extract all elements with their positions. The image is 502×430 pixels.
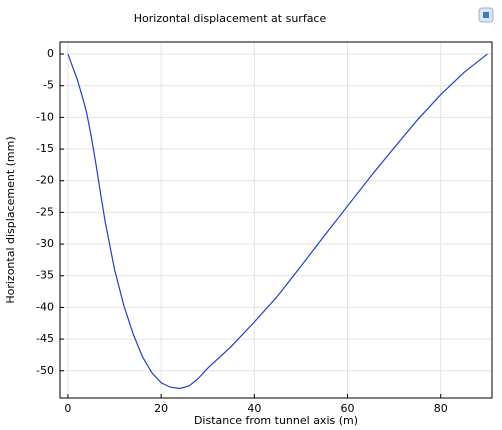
- y-tick-label: -5: [43, 79, 54, 92]
- x-tick-label: 60: [341, 402, 355, 415]
- y-axis-label: Horizontal displacement (mm): [4, 136, 17, 303]
- x-tick-label: 20: [154, 402, 168, 415]
- x-tick-label: 80: [434, 402, 448, 415]
- y-tick-label: -35: [36, 269, 54, 282]
- x-axis-label: Distance from tunnel axis (m): [194, 414, 358, 427]
- y-tick-label: -30: [36, 237, 54, 250]
- chart-title: Horizontal displacement at surface: [134, 12, 327, 25]
- y-tick-label: -50: [36, 364, 54, 377]
- plot-frame: [59, 41, 493, 399]
- y-tick-label: 0: [47, 47, 54, 60]
- y-tick-label: -25: [36, 205, 54, 218]
- y-tick-label: -45: [36, 332, 54, 345]
- y-tick-label: -40: [36, 300, 54, 313]
- data-line: [67, 53, 488, 390]
- y-tick-label: -15: [36, 142, 54, 155]
- x-tick-label: 0: [64, 402, 71, 415]
- app-icon: [478, 7, 494, 23]
- y-tick-label: -20: [36, 174, 54, 187]
- x-tick-label: 40: [247, 402, 261, 415]
- y-tick-label: -10: [36, 110, 54, 123]
